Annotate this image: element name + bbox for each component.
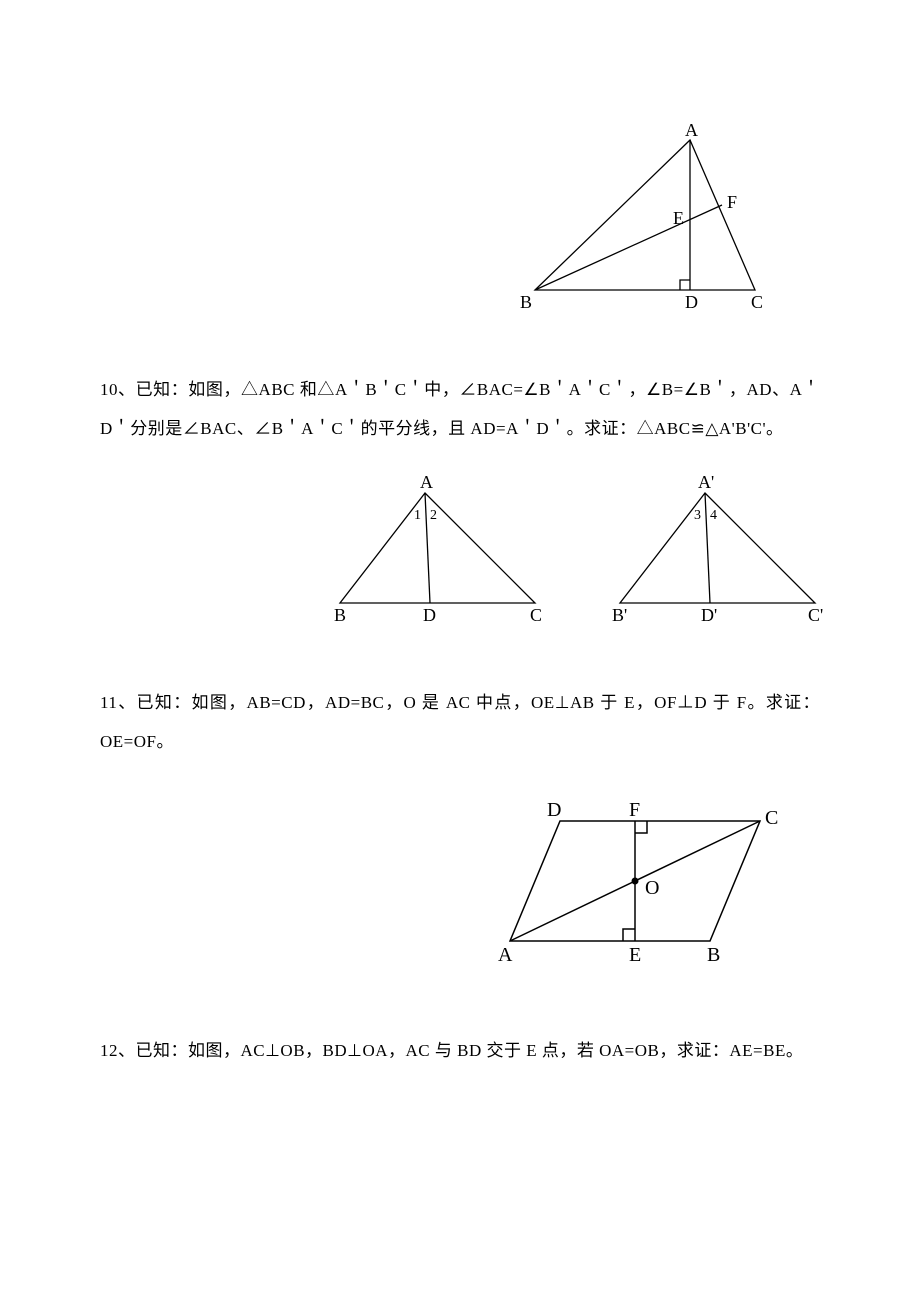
fig10-right-A: A' (698, 473, 714, 492)
fig9-label-F: F (727, 192, 737, 212)
figure-11: A B C D E F O (0, 761, 920, 1031)
fig9-label-A: A (685, 120, 698, 140)
problem-12-number: 12、 (100, 1041, 136, 1060)
fig10-left-1: 1 (414, 508, 421, 523)
fig11-label-E: E (629, 944, 641, 966)
problem-11-text: 11、已知：如图，AB=CD，AD=BC，O 是 AC 中点，OE⊥AB 于 E… (0, 683, 920, 761)
problem-10-text: 10、已知：如图，△ABC 和△A＇B＇C＇中，∠BAC=∠B＇A＇C＇，∠B=… (0, 370, 920, 448)
problem-12-text: 12、已知：如图，AC⊥OB，BD⊥OA，AC 与 BD 交于 E 点，若 OA… (0, 1031, 920, 1070)
problem-11-body: 已知：如图，AB=CD，AD=BC，O 是 AC 中点，OE⊥AB 于 E，OF… (100, 693, 820, 751)
fig9-label-C: C (751, 292, 763, 312)
fig11-label-A: A (498, 944, 513, 966)
figure-11-svg: A B C D E F O (455, 786, 815, 976)
problem-12-body: 已知：如图，AC⊥OB，BD⊥OA，AC 与 BD 交于 E 点，若 OA=OB… (136, 1041, 804, 1060)
fig10-left-C: C (530, 605, 542, 625)
fig10-left-B: B (334, 605, 346, 625)
fig11-label-B: B (707, 944, 720, 966)
fig9-label-B: B (520, 292, 532, 312)
figure-10-svg: A B C D 1 2 A' B' C' D' (310, 473, 870, 633)
fig9-label-D: D (685, 292, 698, 312)
figure-9: A B C D E F (0, 0, 920, 370)
fig10-right-B: B' (612, 605, 627, 625)
fig11-label-C: C (765, 807, 778, 829)
problem-11-number: 11、 (100, 693, 137, 712)
fig11-label-F: F (629, 799, 640, 821)
fig10-right-C: C' (808, 605, 823, 625)
figure-10: A B C D 1 2 A' B' C' D' (0, 448, 920, 683)
fig10-left-D: D (423, 605, 436, 625)
fig10-right-3: 3 (694, 508, 701, 523)
figure-9-svg: A B C D E F (475, 120, 805, 320)
fig9-label-E: E (673, 208, 684, 228)
fig10-left-A: A (420, 473, 433, 492)
problem-10-body: 已知：如图，△ABC 和△A＇B＇C＇中，∠BAC=∠B＇A＇C＇，∠B=∠B＇… (100, 380, 820, 438)
fig10-left-2: 2 (430, 508, 437, 523)
problem-10-number: 10、 (100, 380, 136, 399)
fig11-label-D: D (547, 799, 561, 821)
fig11-label-O: O (645, 877, 659, 899)
fig10-right-D: D' (701, 605, 717, 625)
fig10-right-4: 4 (710, 508, 717, 523)
